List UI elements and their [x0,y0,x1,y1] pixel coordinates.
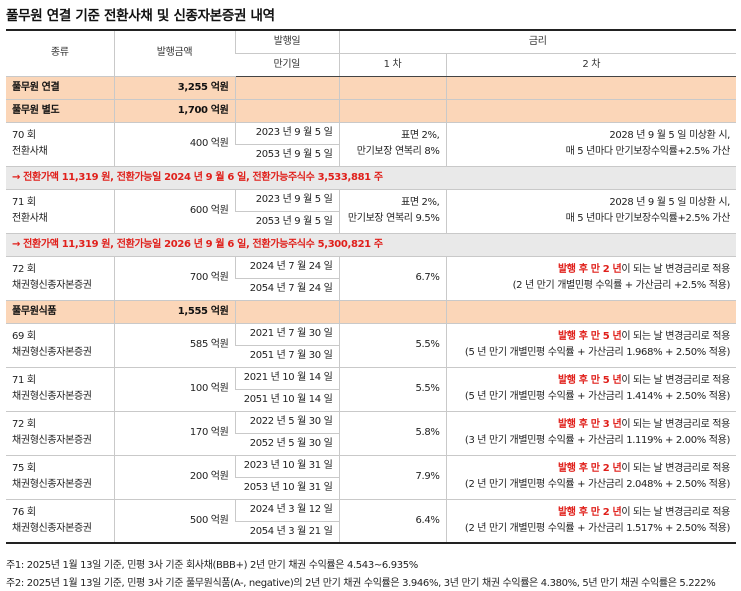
rate-second: 2028 년 9 월 5 일 미상환 시, 매 5 년마다 만기보장수익률+2.5… [445,189,737,234]
issue-date: 2023 년 9 월 5 일 [234,189,339,212]
rate-second: 발행 후 만 2 년이 되는 날 변경금리로 적용 (2 년 만기 개별민평 수익… [445,256,737,301]
table-row: 70 회 전환사채 400 억원 2023 년 9 월 5 일 표면 2%, 만기보… [6,122,737,167]
bond-name: 76 회 채권형신종자본증권 [6,499,114,544]
table-row: 72 회 채권형신종자본증권 170 억원 2022 년 5 월 30 일 5.8… [6,411,737,456]
group-amount: 3,255 억원 [113,76,235,100]
bond-table: 종류 발행금액 발행일 금리 만기일 1 차 2 차 풀무원 연결 3,255 … [6,29,737,544]
bond-amount: 170 억원 [113,411,235,456]
group-row-separate: 풀무원 별도 1,700 억원 [6,99,737,123]
maturity-date: 2052 년 5 월 30 일 [235,433,339,456]
bond-name: 71 회 전환사채 [6,189,114,234]
bond-name: 75 회 채권형신종자본증권 [6,455,114,500]
rate-first: 표면 2%, 만기보장 연복리 8% [338,122,446,167]
group-amount: 1,555 억원 [113,300,235,324]
bond-name: 72 회 채권형신종자본증권 [6,411,114,456]
rate-first: 6.4% [338,499,446,544]
rate-second: 발행 후 만 2 년이 되는 날 변경금리로 적용 (2 년 만기 개별민평 수익… [445,499,737,544]
bond-name: 72 회 채권형신종자본증권 [6,256,114,301]
page-title: 풀무원 연결 기준 전환사채 및 신종자본증권 내역 [6,8,275,24]
rate-first: 5.8% [338,411,446,456]
header-maturity: 만기일 [235,53,339,77]
maturity-date: 2053 년 10 월 31 일 [235,477,339,500]
table-row: 69 회 채권형신종자본증권 585 억원 2021 년 7 월 30 일 5.5… [6,323,737,368]
bond-name: 70 회 전환사채 [6,122,114,167]
bond-amount: 200 억원 [113,455,235,500]
rate-second: 발행 후 만 5 년이 되는 날 변경금리로 적용 (5 년 만기 개별민평 수익… [445,323,737,368]
maturity-date: 2051 년 10 월 14 일 [235,389,339,412]
footnote-1: 주1: 2025년 1월 13일 기준, 민평 3사 기준 회사채(BBB+) … [6,560,418,571]
conversion-note: → 전환가액 11,319 원, 전환가능일 2024 년 9 월 6 일, 전… [6,166,737,190]
note-row-cb70: → 전환가액 11,319 원, 전환가능일 2024 년 9 월 6 일, 전… [6,166,737,190]
bond-name: 69 회 채권형신종자본증권 [6,323,114,368]
rate-first: 표면 2%, 만기보장 연복리 9.5% [338,189,446,234]
header-kind: 종류 [6,30,114,77]
issue-date: 2024 년 3 월 12 일 [234,499,339,522]
table-row: 71 회 채권형신종자본증권 100 억원 2021 년 10 월 14 일 5.… [6,367,737,412]
table-row: 75 회 채권형신종자본증권 200 억원 2023 년 10 월 31 일 7.… [6,455,737,500]
header-issue-date: 발행일 [234,30,339,54]
header-second: 2 차 [445,53,737,77]
header-row-bottom: 만기일 1 차 2 차 [6,53,737,77]
maturity-date: 2051 년 7 월 30 일 [235,345,339,368]
table-row: 76 회 채권형신종자본증권 500 억원 2024 년 3 월 12 일 6.4… [6,499,737,544]
rate-first: 5.5% [338,367,446,412]
group-name: 풀무원 별도 [6,99,114,123]
rate-first: 5.5% [338,323,446,368]
issue-date: 2024 년 7 월 24 일 [234,256,339,279]
bond-amount: 700 억원 [113,256,235,301]
header-rate: 금리 [338,30,737,54]
bond-amount: 100 억원 [113,367,235,412]
bond-amount: 500 억원 [113,499,235,544]
footnote-2: 주2: 2025년 1월 13일 기준, 민평 3사 기준 풀무원식품(A-, … [6,578,716,589]
group-name: 풀무원 연결 [6,76,114,100]
bond-name: 71 회 채권형신종자본증권 [6,367,114,412]
header-row-top: 종류 발행금액 발행일 금리 [6,30,737,77]
rate-second: 발행 후 만 5 년이 되는 날 변경금리로 적용 (5 년 만기 개별민평 수익… [445,367,737,412]
bond-amount: 585 억원 [113,323,235,368]
maturity-date: 2054 년 7 월 24 일 [235,278,339,301]
maturity-date: 2053 년 9 월 5 일 [235,211,339,234]
group-row-consolidated: 풀무원 연결 3,255 억원 [6,76,737,100]
table-row: 71 회 전환사채 600 억원 2023 년 9 월 5 일 표면 2%, 만기보… [6,189,737,234]
issue-date: 2023 년 10 월 31 일 [234,455,339,478]
note-row-cb71: → 전환가액 11,319 원, 전환가능일 2026 년 9 월 6 일, 전… [6,233,737,257]
group-row-foods: 풀무원식품 1,555 억원 [6,300,737,324]
rate-second: 발행 후 만 2 년이 되는 날 변경금리로 적용 (2 년 만기 개별민평 수익… [445,455,737,500]
rate-first: 7.9% [338,455,446,500]
issue-date: 2023 년 9 월 5 일 [234,122,339,145]
issue-date: 2021 년 10 월 14 일 [234,367,339,390]
conversion-note: → 전환가액 11,319 원, 전환가능일 2026 년 9 월 6 일, 전… [6,233,737,257]
issue-date: 2021 년 7 월 30 일 [234,323,339,346]
header-first: 1 차 [338,53,446,77]
group-amount: 1,700 억원 [113,99,235,123]
issue-date: 2022 년 5 월 30 일 [234,411,339,434]
bond-amount: 400 억원 [113,122,235,167]
maturity-date: 2054 년 3 월 21 일 [235,521,339,544]
maturity-date: 2053 년 9 월 5 일 [235,144,339,167]
rate-first: 6.7% [338,256,446,301]
header-amount: 발행금액 [113,30,235,77]
bond-amount: 600 억원 [113,189,235,234]
table-row: 72 회 채권형신종자본증권 700 억원 2024 년 7 월 24 일 6.7… [6,256,737,301]
rate-second: 2028 년 9 월 5 일 미상환 시, 매 5 년마다 만기보장수익률+2.5… [445,122,737,167]
rate-second: 발행 후 만 3 년이 되는 날 변경금리로 적용 (3 년 만기 개별민평 수익… [445,411,737,456]
group-name: 풀무원식품 [6,300,114,324]
